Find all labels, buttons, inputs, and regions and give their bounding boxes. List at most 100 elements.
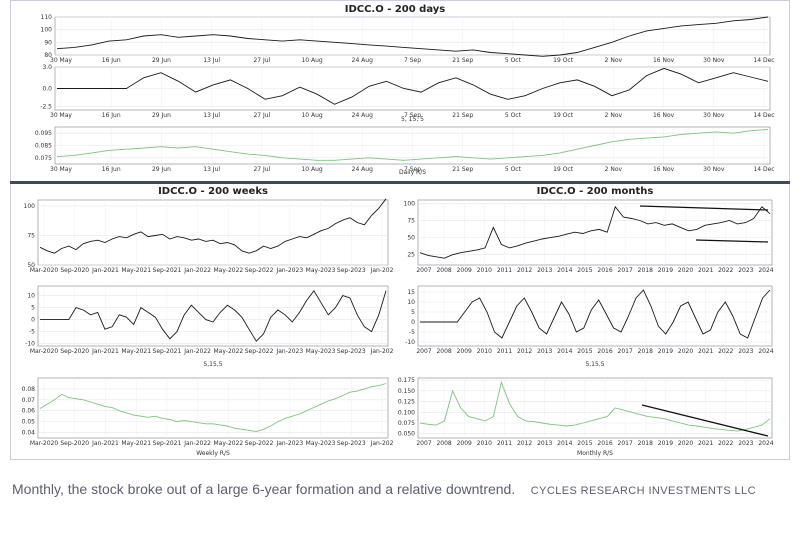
x-tick-label: Sep-2022 — [245, 348, 274, 355]
plot-area — [37, 285, 389, 347]
x-tick-label: 2013 — [537, 440, 552, 447]
y-tick-label: -10 — [405, 339, 415, 346]
x-tick-label: 2 Nov — [605, 57, 623, 64]
x-tick-label: Jan-2022 — [183, 348, 211, 355]
series-line-weeks_rs — [39, 383, 387, 432]
x-tick-label: 7 Sep — [404, 57, 421, 64]
figure-caption: Monthly, the stock broke out of a large … — [12, 474, 788, 506]
x-tick-label: Jan-2022 — [183, 267, 211, 274]
x-tick-label: Jan-2023 — [275, 348, 303, 355]
y-tick-label: 0.075 — [35, 155, 52, 162]
series-line-weeks_osc — [40, 289, 387, 342]
x-tick-label: 2017 — [618, 267, 633, 274]
y-tick-label: 0.075 — [398, 420, 415, 427]
x-tick-label: 2017 — [618, 348, 633, 355]
x-tick-label: 2011 — [497, 267, 512, 274]
y-tick-label: 25 — [407, 252, 415, 259]
x-tick-label: 21 Sep — [452, 112, 473, 119]
x-tick-label: Sep-2023 — [337, 440, 366, 447]
y-tick-label: 0 — [31, 317, 35, 324]
y-tick-label: -5 — [409, 329, 415, 336]
plot-area — [417, 199, 773, 266]
x-tick-label: 2015 — [577, 267, 592, 274]
x-tick-label: Mar-2020 — [30, 348, 59, 355]
x-tick-label: May-2021 — [121, 440, 151, 447]
x-tick-label: 2024 — [758, 440, 773, 447]
x-tick-label: May-2023 — [306, 348, 336, 355]
x-tick-label: 2015 — [577, 440, 592, 447]
x-tick-label: 27 Jul — [253, 112, 270, 119]
x-tick-label: May-2023 — [306, 267, 336, 274]
x-tick-label: 24 Aug — [352, 112, 373, 119]
x-tick-label: 2019 — [658, 267, 673, 274]
x-tick-label: 21 Sep — [452, 166, 473, 173]
x-tick-label: Jan-202 — [370, 267, 394, 274]
x-tick-label: May-2022 — [213, 440, 243, 447]
x-tick-label: 7 Sep — [404, 112, 421, 119]
x-tick-label: 2016 — [597, 348, 612, 355]
x-tick-label: 2020 — [678, 267, 693, 274]
y-tick-label: 0.100 — [398, 409, 415, 416]
x-tick-label: 16 Jun — [102, 57, 121, 64]
x-tick-label: 24 Aug — [352, 166, 373, 173]
x-tick-label: 2016 — [597, 440, 612, 447]
y-tick-label: 15 — [407, 289, 415, 296]
y-tick-label: 100 — [24, 203, 36, 210]
x-tick-label: 2012 — [517, 348, 532, 355]
x-tick-label: 2007 — [416, 440, 431, 447]
y-tick-label: 10 — [407, 299, 415, 306]
x-tick-label: 2010 — [477, 348, 492, 355]
y-tick-label: 110 — [41, 14, 53, 21]
resistance-trendline — [639, 205, 769, 211]
series-line-days_rs — [56, 129, 769, 161]
y-tick-label: 75 — [407, 218, 415, 225]
chart-subtitle: Monthly R/S — [577, 450, 613, 457]
x-tick-label: Sep-2022 — [245, 440, 274, 447]
y-tick-label: 3.0 — [42, 64, 52, 71]
x-tick-label: 5 Oct — [505, 166, 522, 173]
x-tick-label: 2 Nov — [605, 166, 623, 173]
x-tick-label: Sep-2021 — [153, 440, 182, 447]
series-line-days_price — [56, 16, 769, 57]
x-tick-label: 2012 — [517, 267, 532, 274]
x-tick-label: 2009 — [457, 267, 472, 274]
x-tick-label: 2015 — [577, 348, 592, 355]
x-tick-label: 16 Nov — [653, 57, 675, 64]
x-tick-label: Jan-2023 — [275, 267, 303, 274]
x-tick-label: 21 Sep — [452, 57, 473, 64]
chart-subtitle: Daily R/S — [399, 169, 426, 176]
x-tick-label: 2019 — [658, 348, 673, 355]
x-tick-label: 19 Oct — [553, 57, 574, 64]
chart-subtitle: 5,15,5 — [203, 361, 222, 368]
plot-area — [417, 285, 773, 347]
x-tick-label: 16 Nov — [653, 112, 675, 119]
x-tick-label: Sep-2020 — [60, 440, 89, 447]
x-tick-label: 16 Jun — [102, 112, 121, 119]
y-tick-label: 100 — [41, 27, 53, 34]
x-tick-label: 10 Aug — [301, 112, 322, 119]
x-tick-label: 2014 — [557, 267, 572, 274]
x-tick-label: Sep-2023 — [337, 267, 366, 274]
chart-title: IDCC.O - 200 weeks — [158, 186, 268, 197]
x-tick-label: 27 Jul — [253, 57, 270, 64]
chart-days_osc: 3.0 0.0 -2.5 30 May 16 Jun 29 Jun 13 Jul 27 Jul… — [40, 64, 774, 123]
x-tick-label: 19 Oct — [553, 112, 574, 119]
chart-title: IDCC.O - 200 days — [345, 4, 446, 15]
x-tick-label: Sep-2020 — [60, 348, 89, 355]
x-tick-label: 2012 — [517, 440, 532, 447]
x-tick-label: 2008 — [436, 267, 451, 274]
x-tick-label: 2017 — [618, 440, 633, 447]
x-tick-label: May-2022 — [213, 267, 243, 274]
x-tick-label: 2022 — [718, 440, 733, 447]
x-tick-label: 30 Nov — [703, 112, 725, 119]
x-tick-label: 2 Nov — [605, 112, 623, 119]
y-tick-label: 90 — [44, 39, 52, 46]
x-tick-label: 29 Jun — [152, 57, 171, 64]
x-tick-label: 2007 — [416, 348, 431, 355]
y-tick-label: 0.095 — [35, 130, 52, 137]
